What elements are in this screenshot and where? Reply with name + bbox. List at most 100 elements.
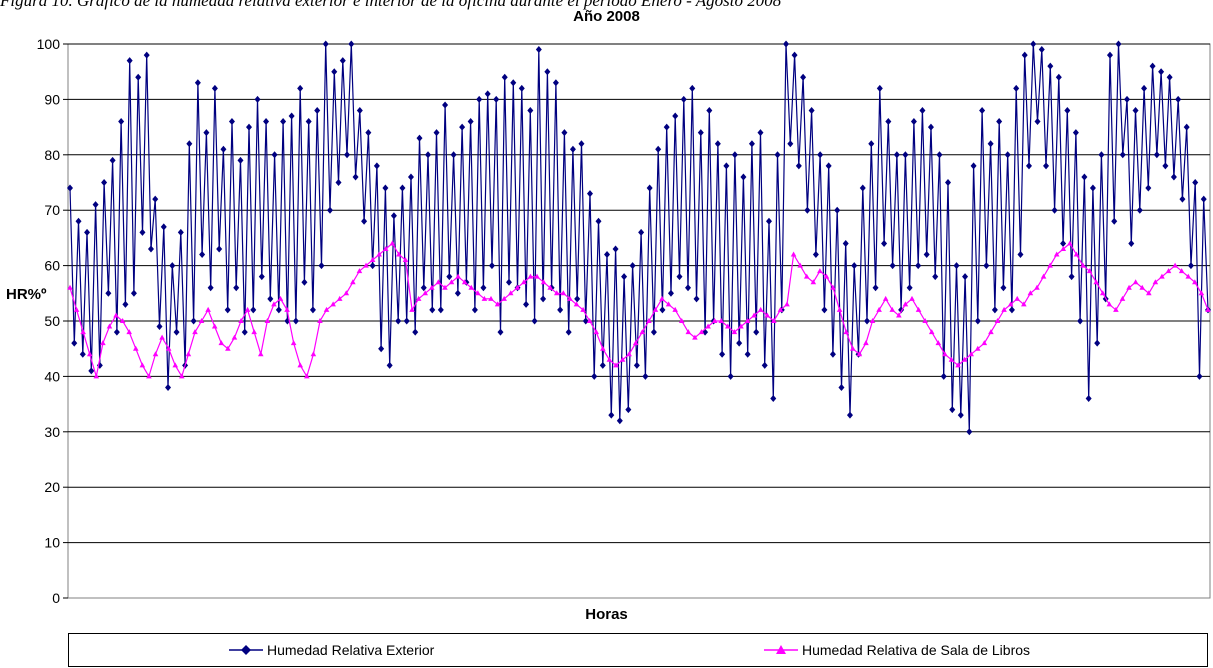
data-point-diamond bbox=[211, 84, 218, 92]
data-point-triangle bbox=[567, 295, 573, 301]
data-point-triangle bbox=[409, 306, 415, 312]
data-point-triangle bbox=[810, 279, 817, 285]
data-point-diamond bbox=[552, 79, 559, 87]
data-point-diamond bbox=[1038, 46, 1045, 54]
data-point-diamond bbox=[1064, 106, 1071, 114]
data-point-triangle bbox=[126, 329, 133, 335]
data-point-triangle bbox=[152, 351, 159, 357]
data-point-diamond bbox=[821, 306, 828, 314]
data-point-diamond bbox=[1060, 239, 1067, 247]
data-point-diamond bbox=[1119, 151, 1126, 159]
data-point-triangle bbox=[843, 329, 850, 335]
data-point-triangle bbox=[284, 306, 290, 312]
data-point-triangle bbox=[159, 334, 165, 340]
data-point-diamond bbox=[352, 173, 359, 181]
data-point-diamond bbox=[254, 95, 261, 103]
data-point-diamond bbox=[868, 140, 875, 148]
data-point-triangle bbox=[1178, 268, 1185, 274]
data-point-triangle bbox=[606, 356, 613, 362]
data-point-triangle bbox=[1073, 251, 1080, 257]
data-point-diamond bbox=[731, 151, 738, 159]
data-point-triangle bbox=[955, 362, 961, 368]
data-point-diamond bbox=[1004, 151, 1011, 159]
data-point-diamond bbox=[599, 361, 606, 369]
data-point-triangle bbox=[909, 295, 915, 301]
data-point-diamond bbox=[199, 251, 206, 259]
data-point-triangle bbox=[632, 340, 639, 346]
data-point-triangle bbox=[1113, 306, 1119, 312]
data-point-diamond bbox=[1051, 206, 1058, 214]
data-point-triangle bbox=[613, 362, 619, 368]
data-point-triangle bbox=[461, 279, 468, 285]
data-point-diamond bbox=[667, 289, 674, 297]
data-point-triangle bbox=[659, 295, 665, 301]
data-point-triangle bbox=[369, 257, 376, 263]
data-point-diamond bbox=[753, 328, 760, 336]
data-point-diamond bbox=[557, 306, 564, 314]
data-point-diamond bbox=[420, 284, 427, 292]
data-point-diamond bbox=[864, 317, 871, 325]
data-point-diamond bbox=[1047, 62, 1054, 70]
data-point-triangle bbox=[1106, 301, 1113, 307]
data-point-diamond bbox=[962, 273, 969, 281]
data-point-triangle bbox=[876, 306, 882, 312]
data-point-diamond bbox=[774, 151, 781, 159]
data-point-diamond bbox=[105, 289, 112, 297]
y-tick-label: 20 bbox=[44, 479, 60, 495]
data-point-diamond bbox=[399, 184, 406, 192]
data-point-triangle bbox=[882, 295, 889, 301]
data-point-triangle bbox=[692, 334, 698, 340]
data-point-triangle bbox=[475, 290, 481, 296]
legend-diamond-icon bbox=[229, 645, 263, 655]
legend: Humedad Relativa Exterior Humedad Relati… bbox=[68, 633, 1208, 667]
data-point-diamond bbox=[586, 190, 593, 198]
data-point-diamond bbox=[139, 228, 146, 236]
data-point-diamond bbox=[663, 123, 670, 131]
data-point-triangle bbox=[1047, 262, 1053, 268]
data-point-diamond bbox=[186, 140, 193, 148]
data-point-diamond bbox=[1162, 162, 1169, 170]
data-point-triangle bbox=[428, 284, 435, 290]
data-point-diamond bbox=[1034, 118, 1041, 126]
data-point-triangle bbox=[856, 351, 863, 357]
data-point-triangle bbox=[455, 273, 461, 279]
data-point-triangle bbox=[790, 251, 797, 257]
data-point-diamond bbox=[1158, 68, 1165, 76]
data-point-diamond bbox=[535, 46, 542, 54]
data-point-diamond bbox=[881, 239, 888, 247]
data-point-triangle bbox=[1021, 301, 1027, 307]
data-point-triangle bbox=[106, 323, 113, 329]
data-point-triangle bbox=[600, 345, 606, 351]
data-point-diamond bbox=[169, 262, 176, 270]
data-point-triangle bbox=[678, 318, 685, 323]
data-point-diamond bbox=[1055, 73, 1062, 81]
data-point-diamond bbox=[386, 361, 393, 369]
data-point-triangle bbox=[244, 306, 251, 312]
data-point-diamond bbox=[791, 51, 798, 59]
data-point-diamond bbox=[531, 317, 538, 325]
data-point-diamond bbox=[804, 206, 811, 214]
data-point-triangle bbox=[1192, 279, 1198, 285]
data-point-diamond bbox=[471, 306, 478, 314]
data-point-diamond bbox=[88, 367, 95, 375]
data-point-triangle bbox=[711, 318, 718, 323]
data-point-diamond bbox=[1021, 51, 1028, 59]
data-point-triangle bbox=[738, 323, 744, 329]
data-point-diamond bbox=[1072, 129, 1079, 137]
data-point-diamond bbox=[92, 201, 99, 209]
data-point-diamond bbox=[872, 284, 879, 292]
data-point-diamond bbox=[446, 273, 453, 281]
data-point-diamond bbox=[263, 118, 270, 126]
data-point-diamond bbox=[1068, 273, 1075, 281]
data-point-triangle bbox=[823, 273, 830, 279]
data-point-diamond bbox=[697, 129, 704, 137]
data-point-diamond bbox=[126, 57, 133, 65]
data-point-triangle bbox=[100, 340, 106, 346]
data-point-triangle bbox=[639, 329, 646, 335]
data-point-diamond bbox=[348, 40, 355, 48]
data-point-triangle bbox=[994, 318, 1001, 323]
data-point-triangle bbox=[1080, 262, 1086, 268]
data-point-triangle bbox=[942, 351, 948, 357]
data-point-diamond bbox=[991, 306, 998, 314]
data-point-triangle bbox=[507, 290, 514, 296]
